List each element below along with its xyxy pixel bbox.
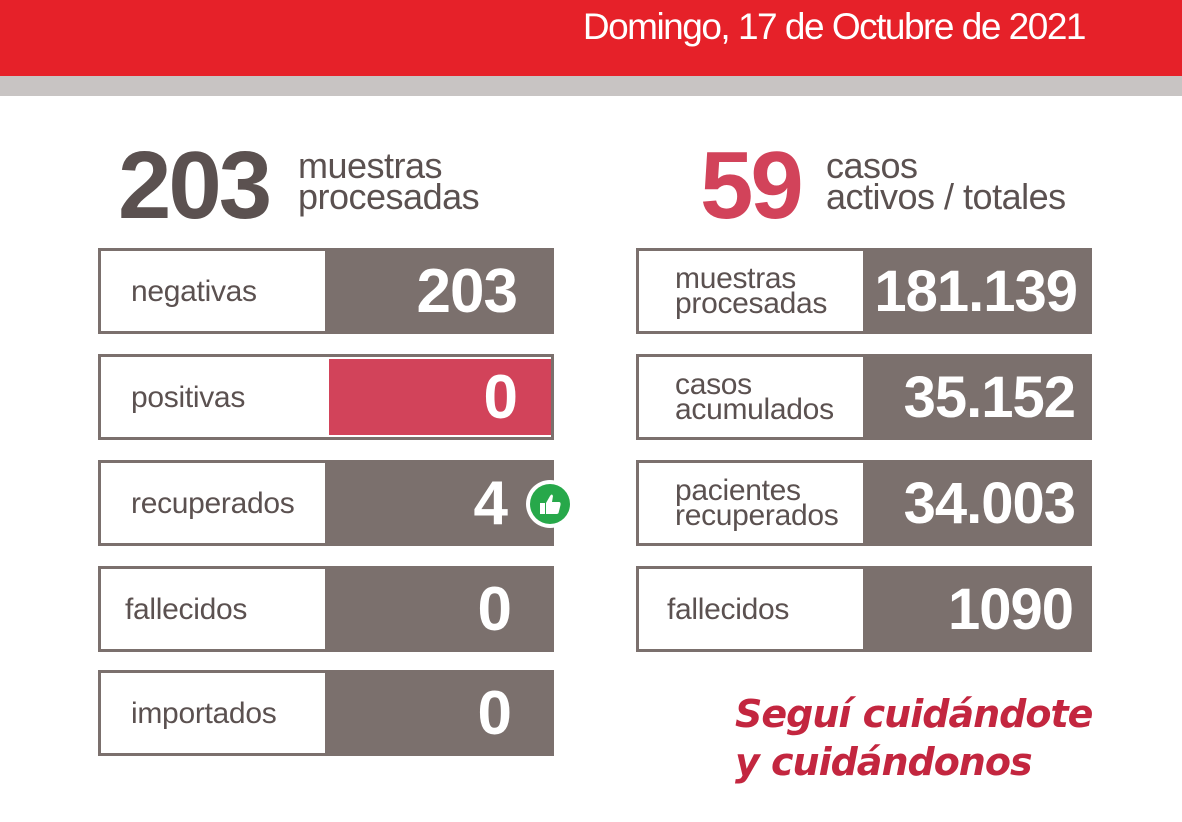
row-label: importados bbox=[101, 673, 323, 753]
totals-row-muestras: muestras procesadas 181.139 bbox=[636, 248, 1092, 334]
report-date: Domingo, 17 de Octubre de 2021 bbox=[583, 6, 1085, 48]
row-value: 0 bbox=[329, 359, 551, 435]
totals-caption-line2: activos / totales bbox=[826, 181, 1066, 212]
row-label: fallecidos bbox=[101, 569, 323, 649]
header-divider bbox=[0, 76, 1182, 96]
row-value: 181.139 bbox=[863, 251, 1089, 331]
header-bar: Domingo, 17 de Octubre de 2021 bbox=[0, 0, 1182, 76]
slogan: Seguí cuidándote y cuidándonos bbox=[735, 690, 1092, 786]
row-value: 1090 bbox=[863, 569, 1089, 649]
row-label-line2: acumulados bbox=[675, 397, 834, 422]
row-label: pacientes recuperados bbox=[639, 463, 861, 543]
totals-row-casos: casos acumulados 35.152 bbox=[636, 354, 1092, 440]
row-label-line2: recuperados bbox=[675, 503, 838, 528]
row-value: 0 bbox=[325, 569, 551, 649]
daily-samples-caption: muestras procesadas bbox=[298, 150, 479, 212]
row-label: positivas bbox=[101, 357, 323, 437]
row-label: negativas bbox=[101, 251, 323, 331]
row-value: 203 bbox=[325, 251, 551, 331]
daily-row-recuperados: recuperados 4 bbox=[98, 460, 554, 546]
header-cropped-title bbox=[40, 0, 400, 4]
daily-row-fallecidos: fallecidos 0 bbox=[98, 566, 554, 652]
row-label-line2: procesadas bbox=[675, 291, 827, 316]
row-value: 0 bbox=[325, 673, 551, 753]
row-value: 34.003 bbox=[863, 463, 1089, 543]
daily-row-importados: importados 0 bbox=[98, 670, 554, 756]
daily-samples-total: 203 bbox=[118, 138, 269, 234]
row-label: casos acumulados bbox=[639, 357, 861, 437]
active-cases-caption: casos activos / totales bbox=[826, 150, 1066, 212]
totals-row-fallecidos: fallecidos 1090 bbox=[636, 566, 1092, 652]
active-cases-total: 59 bbox=[700, 138, 801, 234]
totals-row-recuperados: pacientes recuperados 34.003 bbox=[636, 460, 1092, 546]
row-value: 4 bbox=[325, 463, 551, 543]
slogan-line1: Seguí cuidándote bbox=[735, 690, 1092, 738]
row-label: fallecidos bbox=[639, 569, 861, 649]
daily-row-negativas: negativas 203 bbox=[98, 248, 554, 334]
slogan-line2: y cuidándonos bbox=[735, 738, 1092, 786]
row-label: recuperados bbox=[101, 463, 323, 543]
thumbs-up-icon bbox=[526, 480, 574, 528]
row-label: muestras procesadas bbox=[639, 251, 861, 331]
daily-caption-line2: procesadas bbox=[298, 181, 479, 212]
daily-row-positivas: positivas 0 bbox=[98, 354, 554, 440]
row-value: 35.152 bbox=[863, 357, 1089, 437]
